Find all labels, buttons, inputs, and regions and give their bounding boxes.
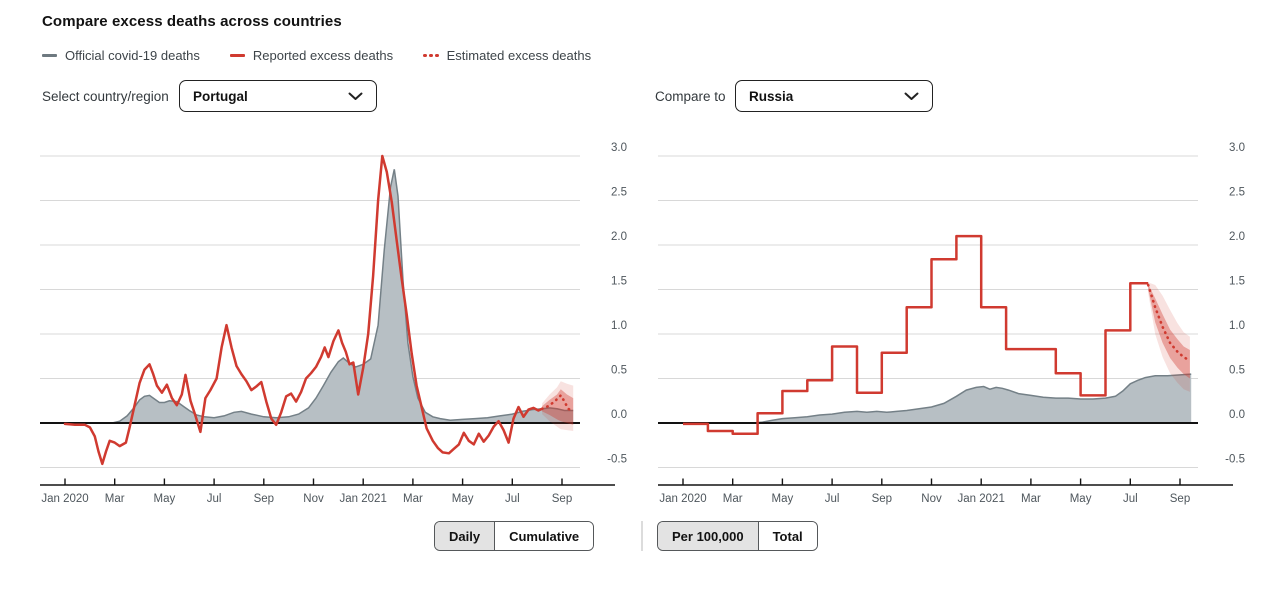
country-select[interactable]: Portugal [179, 80, 377, 112]
svg-text:0.5: 0.5 [1229, 365, 1245, 377]
legend: Official covid-19 deaths Reported excess… [42, 48, 591, 63]
page-title: Compare excess deaths across countries [42, 13, 342, 30]
svg-text:Jul: Jul [825, 493, 840, 505]
chevron-down-icon [904, 92, 919, 101]
legend-label: Official covid-19 deaths [65, 48, 200, 63]
svg-text:Mar: Mar [723, 493, 743, 505]
portugal-chart: 3.0 2.5 2.0 1.5 1.0 0.5 0.0 -0.5 Jan 2020 Mar May J… [40, 142, 627, 505]
svg-text:1.5: 1.5 [1229, 276, 1245, 288]
svg-text:Jan 2020: Jan 2020 [41, 493, 88, 505]
legend-item-estimated: Estimated excess deaths [423, 48, 591, 63]
svg-text:Jan 2021: Jan 2021 [958, 493, 1005, 505]
svg-text:May: May [772, 493, 794, 505]
svg-text:Mar: Mar [105, 493, 125, 505]
svg-text:Nov: Nov [921, 493, 942, 505]
svg-text:May: May [154, 493, 176, 505]
svg-text:0.0: 0.0 [611, 409, 627, 421]
svg-text:Jul: Jul [1123, 493, 1138, 505]
svg-text:0.0: 0.0 [1229, 409, 1245, 421]
svg-text:Mar: Mar [403, 493, 423, 505]
reported-line-marker-icon [229, 54, 245, 57]
scale-mode-toggle: Per 100,000 Total [657, 521, 818, 551]
daily-toggle[interactable]: Daily [435, 522, 495, 550]
svg-text:Nov: Nov [303, 493, 324, 505]
legend-label: Estimated excess deaths [446, 48, 592, 63]
svg-text:2.5: 2.5 [1229, 187, 1245, 199]
svg-text:1.5: 1.5 [611, 276, 627, 288]
russia-chart: 3.0 2.5 2.0 1.5 1.0 0.5 0.0 -0.5 Jan 2020 Mar May J… [658, 142, 1245, 505]
toggle-divider [641, 521, 643, 551]
cumulative-toggle[interactable]: Cumulative [494, 522, 594, 550]
svg-text:Sep: Sep [552, 493, 572, 505]
svg-text:Jul: Jul [505, 493, 520, 505]
svg-text:Jan 2020: Jan 2020 [659, 493, 706, 505]
legend-label: Reported excess deaths [252, 48, 394, 63]
svg-text:-0.5: -0.5 [607, 454, 627, 466]
official-line-marker-icon [42, 54, 57, 57]
legend-item-reported: Reported excess deaths [229, 48, 394, 63]
svg-text:1.0: 1.0 [1229, 320, 1245, 332]
svg-text:2.0: 2.0 [1229, 231, 1245, 243]
svg-text:Sep: Sep [872, 493, 892, 505]
svg-text:May: May [452, 493, 474, 505]
svg-text:0.5: 0.5 [611, 365, 627, 377]
svg-text:Sep: Sep [1170, 493, 1190, 505]
svg-text:May: May [1070, 493, 1092, 505]
compare-to-label: Compare to [655, 89, 726, 104]
estimated-dots-marker-icon [423, 53, 439, 58]
svg-text:1.0: 1.0 [611, 320, 627, 332]
svg-text:2.5: 2.5 [611, 187, 627, 199]
select-country-label: Select country/region [42, 89, 169, 104]
svg-text:-0.5: -0.5 [1225, 454, 1245, 466]
country-select-value: Portugal [193, 88, 248, 104]
per-100k-toggle[interactable]: Per 100,000 [658, 522, 758, 550]
svg-text:3.0: 3.0 [611, 142, 627, 154]
compare-select[interactable]: Russia [735, 80, 933, 112]
svg-text:Jul: Jul [207, 493, 222, 505]
legend-item-official: Official covid-19 deaths [42, 48, 200, 63]
view-mode-toggle: Daily Cumulative [434, 521, 595, 551]
svg-text:Mar: Mar [1021, 493, 1041, 505]
chevron-down-icon [348, 92, 363, 101]
compare-select-value: Russia [749, 88, 794, 104]
total-toggle[interactable]: Total [757, 522, 817, 550]
svg-text:2.0: 2.0 [611, 231, 627, 243]
svg-text:Jan 2021: Jan 2021 [340, 493, 387, 505]
svg-text:Sep: Sep [254, 493, 274, 505]
svg-text:3.0: 3.0 [1229, 142, 1245, 154]
